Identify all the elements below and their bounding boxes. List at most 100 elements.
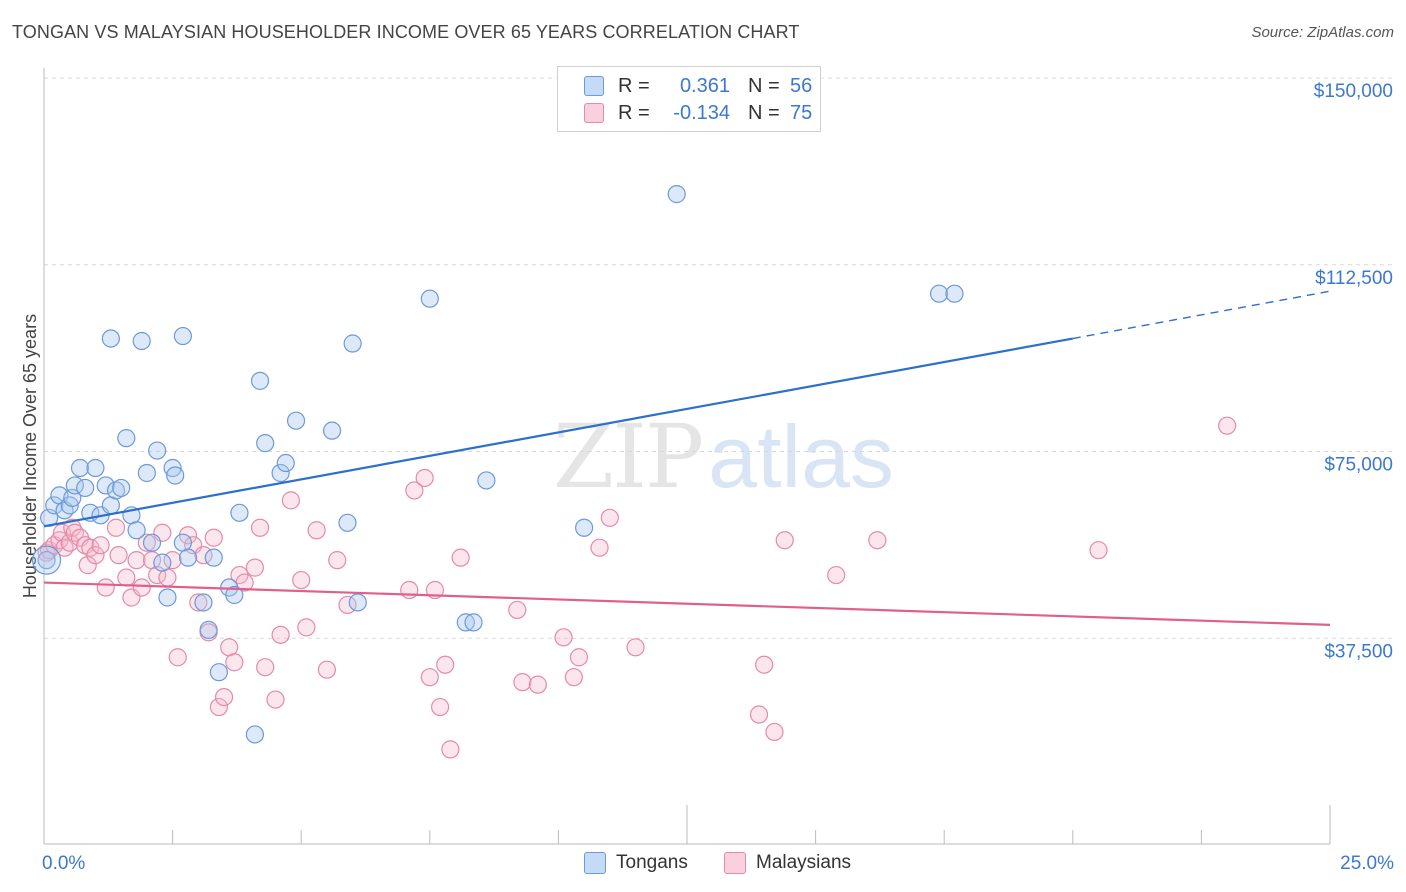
tongans-point (667, 185, 686, 204)
legend-swatch-tongans (584, 76, 604, 96)
malaysians-point (1089, 541, 1108, 560)
tongans-point (86, 458, 105, 478)
malaysians-point (214, 687, 234, 707)
malaysians-point (600, 508, 619, 527)
legend-row-malaysians: R = -0.134 N = 75 (584, 100, 820, 126)
malaysians-point (292, 570, 311, 590)
malaysians-point (189, 593, 208, 612)
malaysians-point (307, 521, 326, 540)
legend-n-value: 75 (790, 101, 813, 124)
malaysians-point (554, 628, 573, 647)
malaysians-point (297, 618, 316, 637)
malaysians-point (317, 660, 337, 679)
tongans-point (127, 521, 146, 540)
malaysians-point (91, 536, 110, 555)
malaysians-point (508, 600, 527, 620)
tongans-point (60, 496, 79, 515)
tongans-point (245, 725, 265, 744)
y-axis-label: Householder Income Over 65 years (20, 314, 40, 598)
tongans-point (148, 441, 167, 460)
watermark-zip: ZIP (553, 405, 704, 508)
malaysians-point (765, 722, 784, 742)
series-legend-malaysians: Malaysians (724, 852, 851, 874)
tongans-point (338, 513, 357, 532)
malaysians-point (78, 556, 97, 575)
tongans-point (76, 478, 95, 498)
tongans-point (348, 593, 367, 612)
watermark-atlas: atlas (708, 407, 895, 506)
legend-r-label: R = (618, 101, 650, 124)
malaysians-point (569, 648, 589, 667)
series-swatch-tongans (584, 852, 606, 874)
malaysians-point (106, 518, 126, 537)
tongans-point (477, 471, 496, 490)
series-label-malaysians: Malaysians (756, 852, 852, 873)
tongans-point (230, 503, 249, 522)
y-tick-label: $112,500 (1315, 268, 1393, 289)
chart-title: TONGAN VS MALAYSIAN HOUSEHOLDER INCOME O… (12, 22, 800, 42)
tongans-point (117, 429, 136, 448)
malaysians-point (132, 578, 151, 597)
tongans-point (209, 663, 228, 682)
tongans-point (163, 458, 182, 478)
legend-swatch-malaysians (584, 103, 604, 123)
malaysians-point (827, 565, 846, 585)
tongans-point (37, 551, 56, 570)
malaysians-point (137, 533, 156, 552)
malaysians-point (420, 668, 439, 687)
legend-n-label: N = (748, 101, 780, 124)
tongans-point (929, 284, 949, 303)
malaysians-point (60, 533, 79, 552)
x-tick-label: 0.0% (42, 853, 85, 874)
malaysians-point (626, 638, 645, 657)
legend-n-label: N = (748, 74, 780, 97)
tongans-point (70, 458, 90, 478)
tongans-point (137, 463, 156, 483)
tongans-point (142, 533, 162, 552)
stats-legend: R = 0.361 N = 56 R = -0.134 N = 75 (557, 66, 821, 132)
malaysians-point (52, 523, 72, 542)
malaysians-point (755, 655, 774, 674)
tongans-point (945, 284, 964, 303)
tongans-point (256, 434, 275, 453)
tongans-point (276, 453, 295, 473)
malaysians-point (451, 548, 470, 567)
malaysians-point (37, 543, 56, 562)
malaysians-point (749, 705, 769, 724)
tongans-point (199, 620, 218, 639)
malaysians-point (250, 518, 270, 537)
malaysians-point (225, 653, 244, 672)
malaysians-point (109, 546, 128, 565)
malaysians-point (436, 655, 455, 674)
tongans-point (204, 548, 223, 567)
tongans-point (166, 466, 185, 485)
y-tick-label: $150,000 (1314, 81, 1393, 102)
malaysians-point (168, 648, 187, 667)
tongans-point-large (31, 545, 62, 575)
tongans-point (456, 613, 475, 632)
malaysians-point (441, 740, 460, 759)
malaysians-point (117, 568, 136, 587)
malaysians-point (204, 528, 223, 547)
malaysians-point (96, 578, 115, 597)
y-tick-label: $37,500 (1324, 641, 1393, 662)
malaysians-point (590, 538, 609, 557)
legend-n-value: 56 (790, 74, 813, 97)
malaysians-point (528, 675, 547, 694)
malaysians-point (430, 697, 450, 717)
tongans-point (225, 585, 244, 605)
malaysians-point (405, 481, 424, 500)
malaysians-point (868, 531, 887, 550)
malaysians-point (400, 580, 419, 600)
malaysians-point (86, 546, 105, 565)
tongans-point (250, 371, 270, 390)
tongans-point (101, 329, 120, 348)
tongans-trendline-extension (1072, 290, 1331, 340)
tongans-point (420, 289, 439, 308)
legend-r-label: R = (618, 74, 650, 97)
watermark: ZIPatlas (553, 405, 894, 508)
x-tick-label: 25.0% (1340, 853, 1394, 874)
tongans-point (178, 548, 198, 567)
series-legend-tongans: Tongans (584, 852, 688, 874)
